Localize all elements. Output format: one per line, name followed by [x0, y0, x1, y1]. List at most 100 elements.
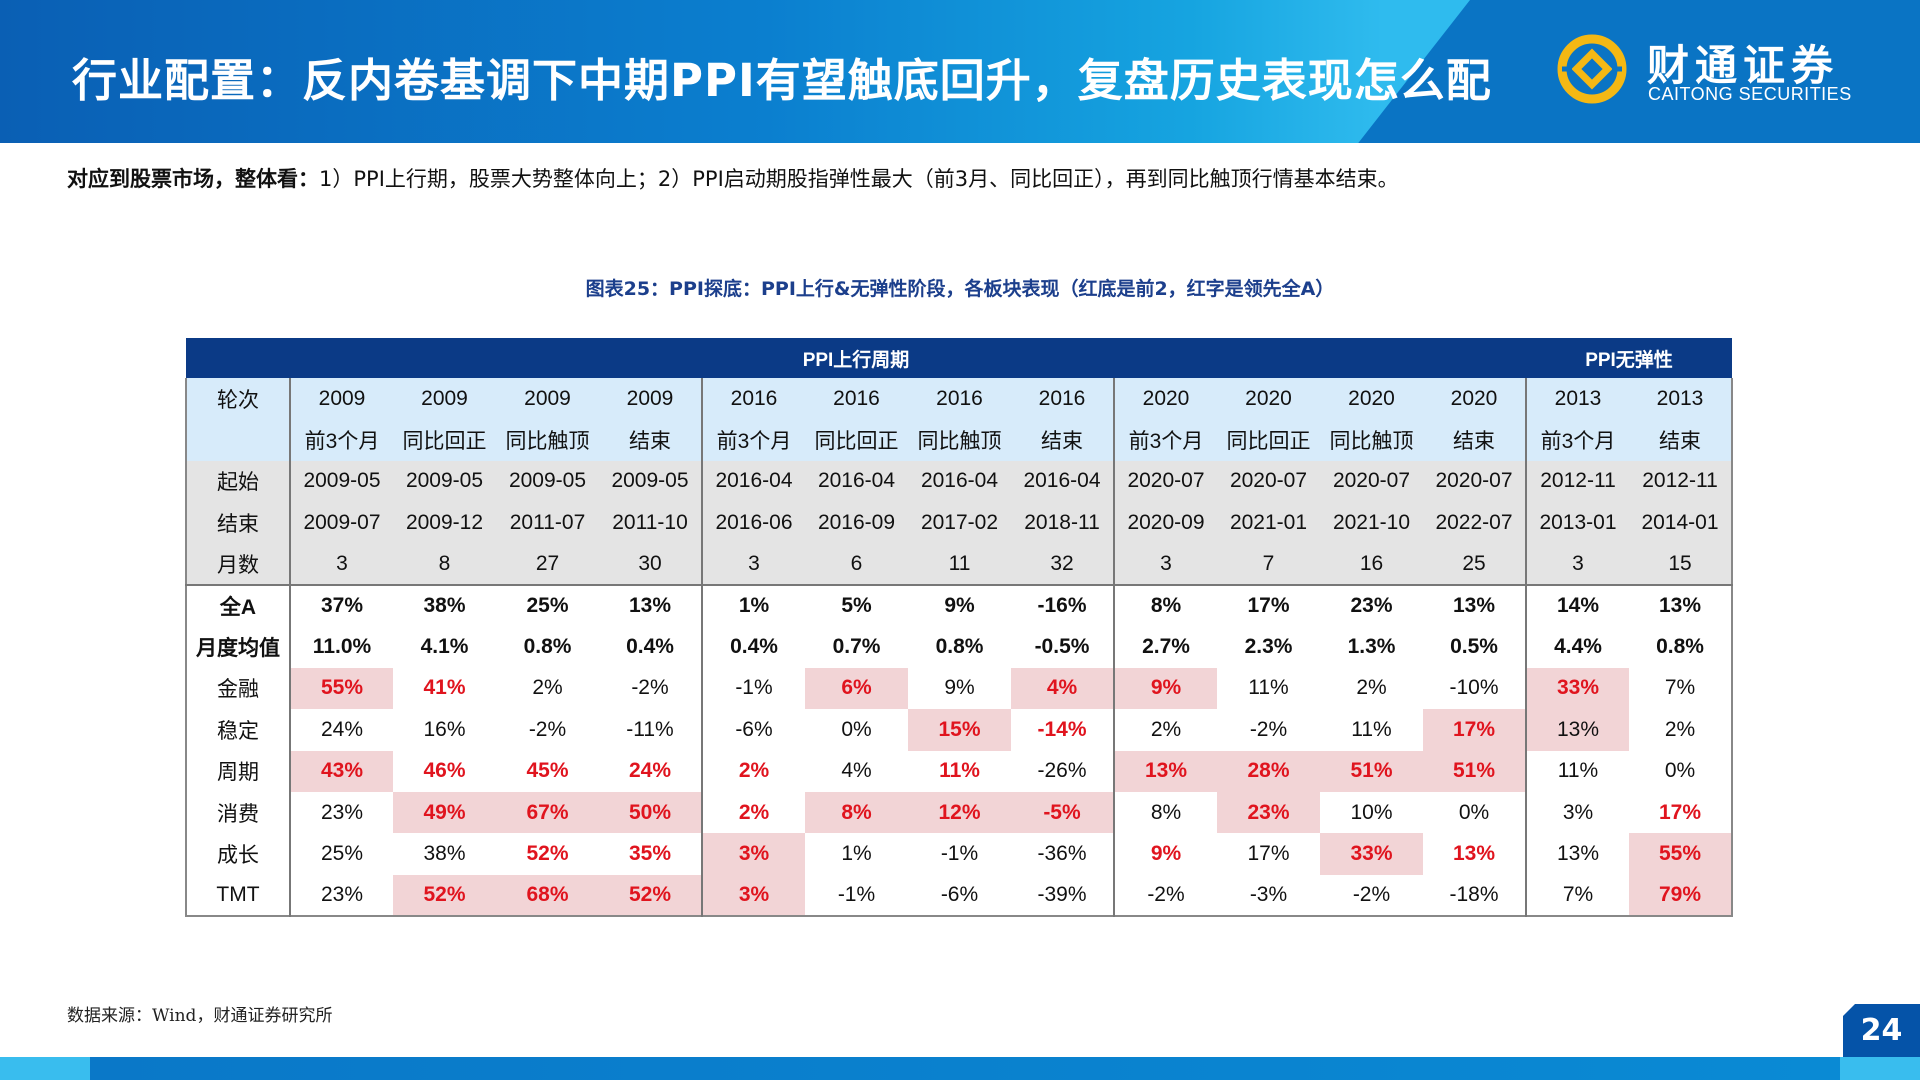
table-cell: 0.8%	[935, 635, 984, 659]
table-cell: 13%	[1423, 584, 1527, 627]
table-cell: 2020-07	[1114, 460, 1217, 503]
table-cell: 2012-11	[1629, 460, 1733, 503]
table-row: 金融 55% 41% 2% -2% -1% 6% 9% 4% 9% 11% 2% -10% 33% 7%	[185, 667, 1733, 710]
table-cell: 2009	[496, 378, 599, 420]
table-cell: 51%	[1320, 750, 1423, 792]
table-cell: 前3个月	[1526, 419, 1629, 461]
table-cell: -6%	[940, 882, 979, 906]
logo-text-en: CAITONG SECURITIES	[1648, 84, 1852, 104]
table-cell: 52%	[599, 874, 703, 917]
table-cell: 4%	[841, 759, 872, 783]
table-cell: 2016-06	[702, 502, 805, 544]
table-row: 稳定 24% 16% -2% -11% -6% 0% 15% -14% 2% -2% 11% 17% 13…	[185, 709, 1733, 751]
row-label: 结束	[185, 502, 291, 544]
table-row: TMT 23% 52% 68% 52% 3% -1% -6% -39% -2% -3% -2% -18%…	[185, 874, 1733, 917]
table-cell: 2009	[393, 378, 496, 420]
table-cell: 25	[1423, 543, 1527, 586]
table-cell: -2%	[1249, 717, 1288, 741]
table-cell: 0%	[1629, 750, 1733, 792]
table-cell: 46%	[423, 759, 466, 783]
table-cell: 3%	[702, 874, 805, 917]
table-cell: 7	[1217, 543, 1320, 586]
table-cell: 2%	[1150, 717, 1182, 741]
table-cell: 16%	[423, 717, 466, 741]
table-cell: 0.4%	[599, 626, 703, 668]
table-cell: 2016	[1011, 378, 1115, 420]
sector-performance-table: PPI上行周期 PPI无弹性 轮次 2009 2009 2009 2009 2016 201…	[185, 338, 1733, 918]
logo-text-cn: 财通证券	[1647, 41, 1840, 90]
table-cell: -2%	[1352, 882, 1391, 906]
table-cell: 10%	[1350, 800, 1393, 824]
table-cell: 2%	[532, 676, 563, 700]
table-cell: 2.7%	[1142, 635, 1190, 659]
row-label: 全A	[185, 584, 291, 627]
table-cell: 6%	[805, 667, 908, 710]
table-cell: 2020-07	[1423, 460, 1527, 503]
table-cell: 11.0%	[312, 635, 372, 659]
table-cell: 13%	[599, 584, 703, 627]
table-cell: 3%	[702, 833, 805, 875]
table-cell: 前3个月	[290, 419, 393, 461]
table-cell: -1%	[837, 882, 876, 906]
table-cell: 前3个月	[1114, 419, 1217, 461]
table-cell: 23%	[320, 800, 364, 824]
table-cell: 2013-01	[1526, 502, 1629, 544]
table-cell: 2020-07	[1217, 460, 1320, 503]
table-cell: 2018-11	[1011, 502, 1115, 544]
table-cell: 3	[290, 543, 393, 586]
table-cell: 17%	[1247, 841, 1290, 865]
table-cell: 13%	[1629, 584, 1733, 627]
table-cell: 15	[1629, 543, 1733, 586]
table-cell: 25%	[320, 841, 364, 865]
table-cell: 2021-10	[1320, 502, 1423, 544]
table-cell: -10%	[1423, 667, 1527, 710]
table-cell: 结束	[599, 419, 703, 461]
table-cell: 7%	[1562, 882, 1594, 906]
table-cell: 2012-11	[1526, 460, 1629, 503]
table-cell: 2016	[908, 378, 1011, 420]
table-cell: 28%	[1217, 750, 1320, 792]
row-label	[185, 419, 291, 461]
table-cell: 37%	[320, 594, 364, 618]
row-label: 金融	[185, 667, 291, 710]
table-cell: -1%	[735, 676, 773, 700]
table-cell: 2%	[738, 800, 770, 824]
table-cell: 51%	[1423, 750, 1527, 792]
table-cell: 2016	[805, 378, 908, 420]
table-cell: 7%	[1629, 667, 1733, 710]
table-cell: -11%	[599, 709, 703, 751]
table-cell: 50%	[599, 791, 703, 834]
table-cell: 同比回正	[1217, 419, 1320, 461]
caitong-logo-icon	[1557, 34, 1627, 104]
table-cell: 32	[1011, 543, 1115, 586]
table-cell: 1%	[738, 594, 770, 618]
table-cell: 0.5%	[1423, 626, 1527, 668]
table-cell: 结束	[1629, 419, 1733, 461]
caitong-logo: 财通证券 CAITONG SECURITIES	[1555, 30, 1885, 110]
table-cell: 2009	[599, 378, 703, 420]
table-cell: 45%	[526, 759, 569, 783]
table-cell: 11%	[939, 759, 980, 783]
table-cell: 2009-07	[290, 502, 393, 544]
table-cell: 结束	[1423, 419, 1527, 461]
table-cell: 9%	[944, 594, 975, 618]
table-cell: 8	[393, 543, 496, 586]
table-cell: 2016-04	[805, 460, 908, 503]
table-cell: 68%	[496, 874, 599, 917]
table-cell: 11%	[1351, 717, 1392, 741]
table-cell: 55%	[1629, 833, 1733, 875]
row-label: TMT	[185, 874, 291, 917]
table-cell: 67%	[496, 791, 599, 834]
table-cell: 3	[702, 543, 805, 586]
table-cell: 8%	[1150, 594, 1182, 618]
table-cell: 8%	[805, 791, 908, 834]
table-cell: 2013	[1526, 378, 1629, 420]
table-cell: 2009-05	[393, 460, 496, 503]
table-row: 消费 23% 49% 67% 50% 2% 8% 12% -5% 8% 23% 10% 0% 3% 17%	[185, 791, 1733, 834]
table-cell: 33%	[1320, 833, 1423, 875]
row-label: 周期	[185, 750, 291, 792]
table-cell: 24%	[320, 717, 364, 741]
table-cell: -36%	[1011, 833, 1115, 875]
table-cell: 52%	[526, 841, 569, 865]
data-source: 数据来源：Wind，财通证券研究所	[67, 1006, 333, 1026]
